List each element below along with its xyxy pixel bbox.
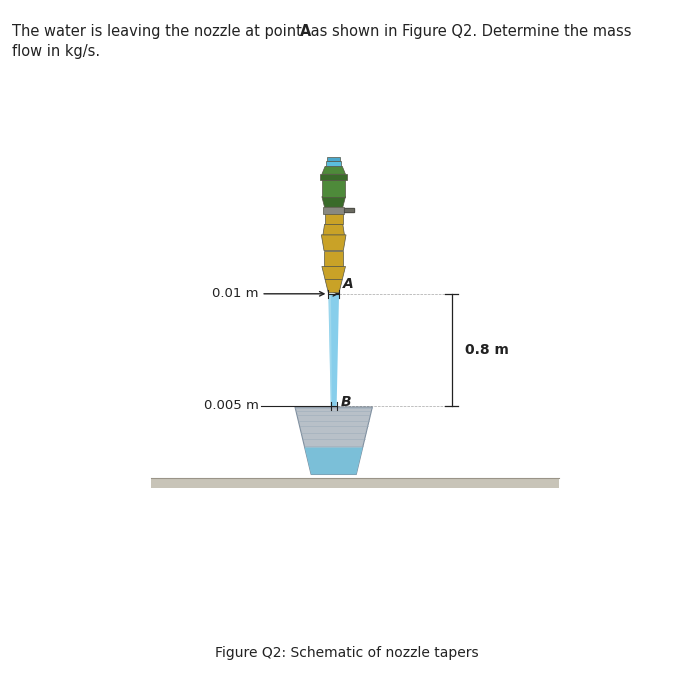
- Polygon shape: [344, 209, 354, 213]
- Polygon shape: [322, 196, 346, 207]
- Polygon shape: [305, 447, 362, 475]
- Polygon shape: [322, 179, 346, 196]
- Text: 0.01 m: 0.01 m: [212, 287, 258, 300]
- Text: The water is leaving the nozzle at point: The water is leaving the nozzle at point: [12, 24, 307, 39]
- Text: 0.005 m: 0.005 m: [204, 399, 258, 412]
- Polygon shape: [325, 280, 342, 293]
- Polygon shape: [151, 478, 559, 488]
- Polygon shape: [327, 157, 340, 161]
- Polygon shape: [326, 161, 341, 166]
- Polygon shape: [324, 250, 343, 267]
- Polygon shape: [322, 235, 346, 250]
- Text: B: B: [341, 395, 351, 409]
- Polygon shape: [328, 294, 339, 406]
- Text: Figure Q2: Schematic of nozzle tapers: Figure Q2: Schematic of nozzle tapers: [215, 646, 478, 660]
- Polygon shape: [323, 224, 344, 235]
- Polygon shape: [324, 211, 343, 224]
- Text: as shown in Figure Q2. Determine the mass: as shown in Figure Q2. Determine the mas…: [306, 24, 632, 39]
- Text: flow in kg/s.: flow in kg/s.: [12, 44, 100, 60]
- Polygon shape: [295, 407, 372, 475]
- Polygon shape: [329, 294, 332, 406]
- Polygon shape: [320, 174, 347, 179]
- Text: 0.8 m: 0.8 m: [465, 343, 509, 357]
- Polygon shape: [323, 207, 344, 213]
- Text: A: A: [343, 277, 354, 291]
- Polygon shape: [322, 267, 346, 280]
- Polygon shape: [322, 166, 346, 174]
- Text: A: A: [300, 24, 311, 39]
